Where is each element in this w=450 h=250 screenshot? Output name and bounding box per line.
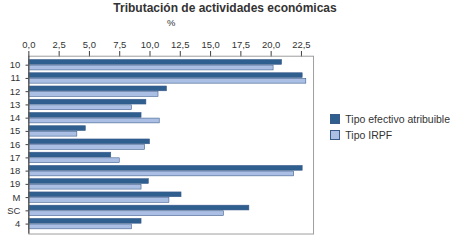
svg-text:14: 14 [10, 112, 21, 123]
svg-text:7,5: 7,5 [113, 39, 126, 50]
svg-text:18: 18 [10, 165, 21, 176]
svg-text:17: 17 [10, 152, 21, 163]
svg-text:22,5: 22,5 [292, 39, 310, 50]
svg-text:12: 12 [10, 86, 21, 97]
svg-text:20,0: 20,0 [262, 39, 280, 50]
svg-text:4: 4 [15, 218, 20, 229]
html-text:Tributación de actividades eco: Tributación de actividades económicas [113, 1, 337, 15]
svg-text:M: M [12, 192, 20, 203]
svg-text:SC: SC [7, 205, 20, 216]
svg-text:15,0: 15,0 [201, 39, 219, 50]
svg-text:%: % [167, 17, 176, 28]
svg-text:10: 10 [10, 59, 21, 70]
svg-text:13: 13 [10, 99, 21, 110]
svg-text:5,0: 5,0 [83, 39, 96, 50]
svg-text:16: 16 [10, 139, 21, 150]
html-text:Tipo efectivo atribuible: Tipo efectivo atribuible [345, 112, 450, 125]
svg-text:17,5: 17,5 [232, 39, 250, 50]
html-text:Tipo IRPF: Tipo IRPF [345, 128, 393, 141]
svg-text:19: 19 [10, 178, 21, 189]
svg-text:0,0: 0,0 [22, 39, 35, 50]
svg-text:15: 15 [10, 125, 21, 136]
svg-text:10,0: 10,0 [141, 39, 159, 50]
svg-text:2,5: 2,5 [53, 39, 66, 50]
svg-text:11: 11 [11, 72, 21, 83]
svg-text:12,5: 12,5 [171, 39, 189, 50]
